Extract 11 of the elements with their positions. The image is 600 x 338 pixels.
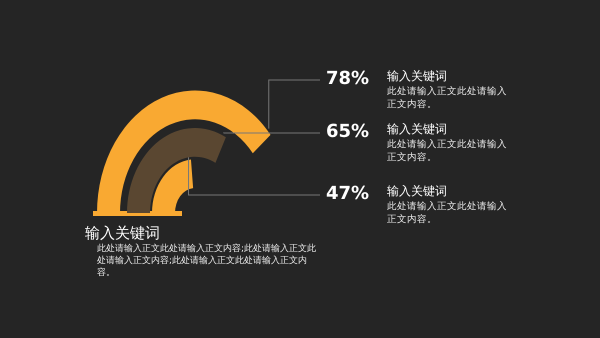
data-label: 78% <box>326 68 370 89</box>
text: 此处请输入正文此处请输入正文内容。 <box>387 86 507 111</box>
category-label: 输入关键词 <box>387 68 447 85</box>
data-label: 47% <box>326 183 370 204</box>
text: 此处请输入正文此处请输入正文内容。 <box>387 139 507 164</box>
text: 此处请输入正文此处请输入正文内容。 <box>387 201 507 226</box>
text: 输入关键词 <box>85 224 160 243</box>
data-label: 65% <box>326 121 370 142</box>
category-label: 输入关键词 <box>387 121 447 138</box>
category-label: 输入关键词 <box>387 183 447 200</box>
text: 此处请输入正文此处请输入正文内容;此处请输入正文此处请输入正文内容;此处请输入正文此处请输入正文内容。 <box>97 243 318 279</box>
